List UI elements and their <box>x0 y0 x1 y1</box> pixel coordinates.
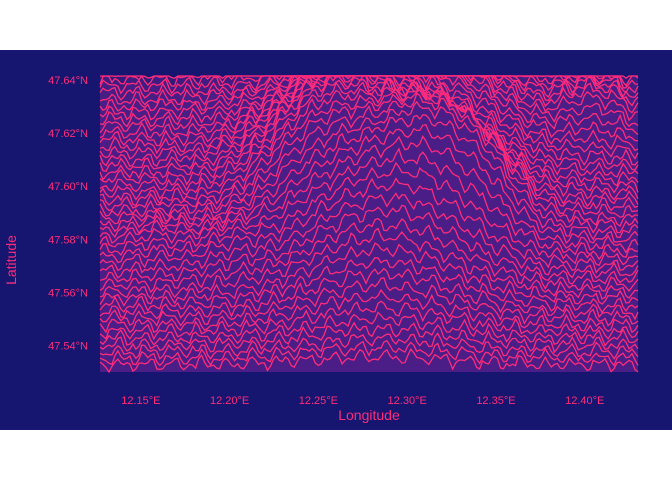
y-tick-label: 47.60°N <box>48 181 88 193</box>
ridge-line <box>99 75 639 173</box>
ridge-line <box>99 332 639 360</box>
ridgeline-chart: 47.54°N 47.56°N 47.58°N 47.60°N 47.62°N 47.64… <box>0 50 672 430</box>
ridge-line <box>99 114 639 241</box>
ridge-line <box>99 177 639 274</box>
ridge-fill <box>100 349 638 372</box>
chart-panel: 47.54°N 47.56°N 47.58°N 47.60°N 47.62°N 47.64… <box>0 50 672 430</box>
ridge-line <box>99 75 639 181</box>
x-tick-label: 12.30°E <box>388 395 427 407</box>
ridge-line <box>99 192 639 279</box>
ridge-line <box>99 257 639 314</box>
ridge-line <box>99 74 639 187</box>
ridge-line <box>99 88 639 218</box>
ridge-line <box>99 339 639 367</box>
ridge-line <box>99 204 639 285</box>
ridge-line <box>99 277 639 327</box>
y-tick-label: 47.54°N <box>48 340 88 352</box>
ridge-line <box>99 78 639 194</box>
ridge-line <box>99 100 639 234</box>
ridge-line <box>99 92 639 227</box>
ridge-line <box>99 135 639 254</box>
x-tick-label: 12.20°E <box>210 395 249 407</box>
ridge-line <box>99 267 639 321</box>
ridge-line <box>99 85 639 212</box>
x-tick-label: 12.35°E <box>476 395 515 407</box>
ridge-line <box>99 311 639 347</box>
ridge-line <box>99 147 639 261</box>
ridge-line <box>99 227 639 300</box>
y-tick-label: 47.62°N <box>48 128 88 140</box>
y-tick-label: 47.58°N <box>48 234 88 246</box>
x-tick-label: 12.15°E <box>121 395 160 407</box>
ridge-line <box>99 321 639 354</box>
ridge-line <box>99 242 639 307</box>
ridge-line <box>99 161 639 267</box>
y-tick-label: 47.56°N <box>48 287 88 299</box>
ridge-line <box>99 300 639 341</box>
x-axis-ticks: 12.15°E 12.20°E 12.25°E 12.30°E 12.35°E 12.40… <box>121 395 604 407</box>
ridge-line <box>99 217 639 294</box>
y-tick-label: 47.64°N <box>48 75 88 87</box>
y-axis-ticks: 47.54°N 47.56°N 47.58°N 47.60°N 47.62°N 47.64… <box>48 75 88 352</box>
x-tick-label: 12.40°E <box>565 395 604 407</box>
x-axis-label: Longitude <box>338 407 400 423</box>
ridge-line <box>99 80 639 201</box>
ridge-line <box>99 85 639 208</box>
x-tick-label: 12.25°E <box>299 395 338 407</box>
y-axis-label: Latitude <box>3 235 19 285</box>
ridge-line <box>99 348 639 374</box>
ridge-lines <box>99 74 639 374</box>
ridge-line <box>99 288 639 334</box>
